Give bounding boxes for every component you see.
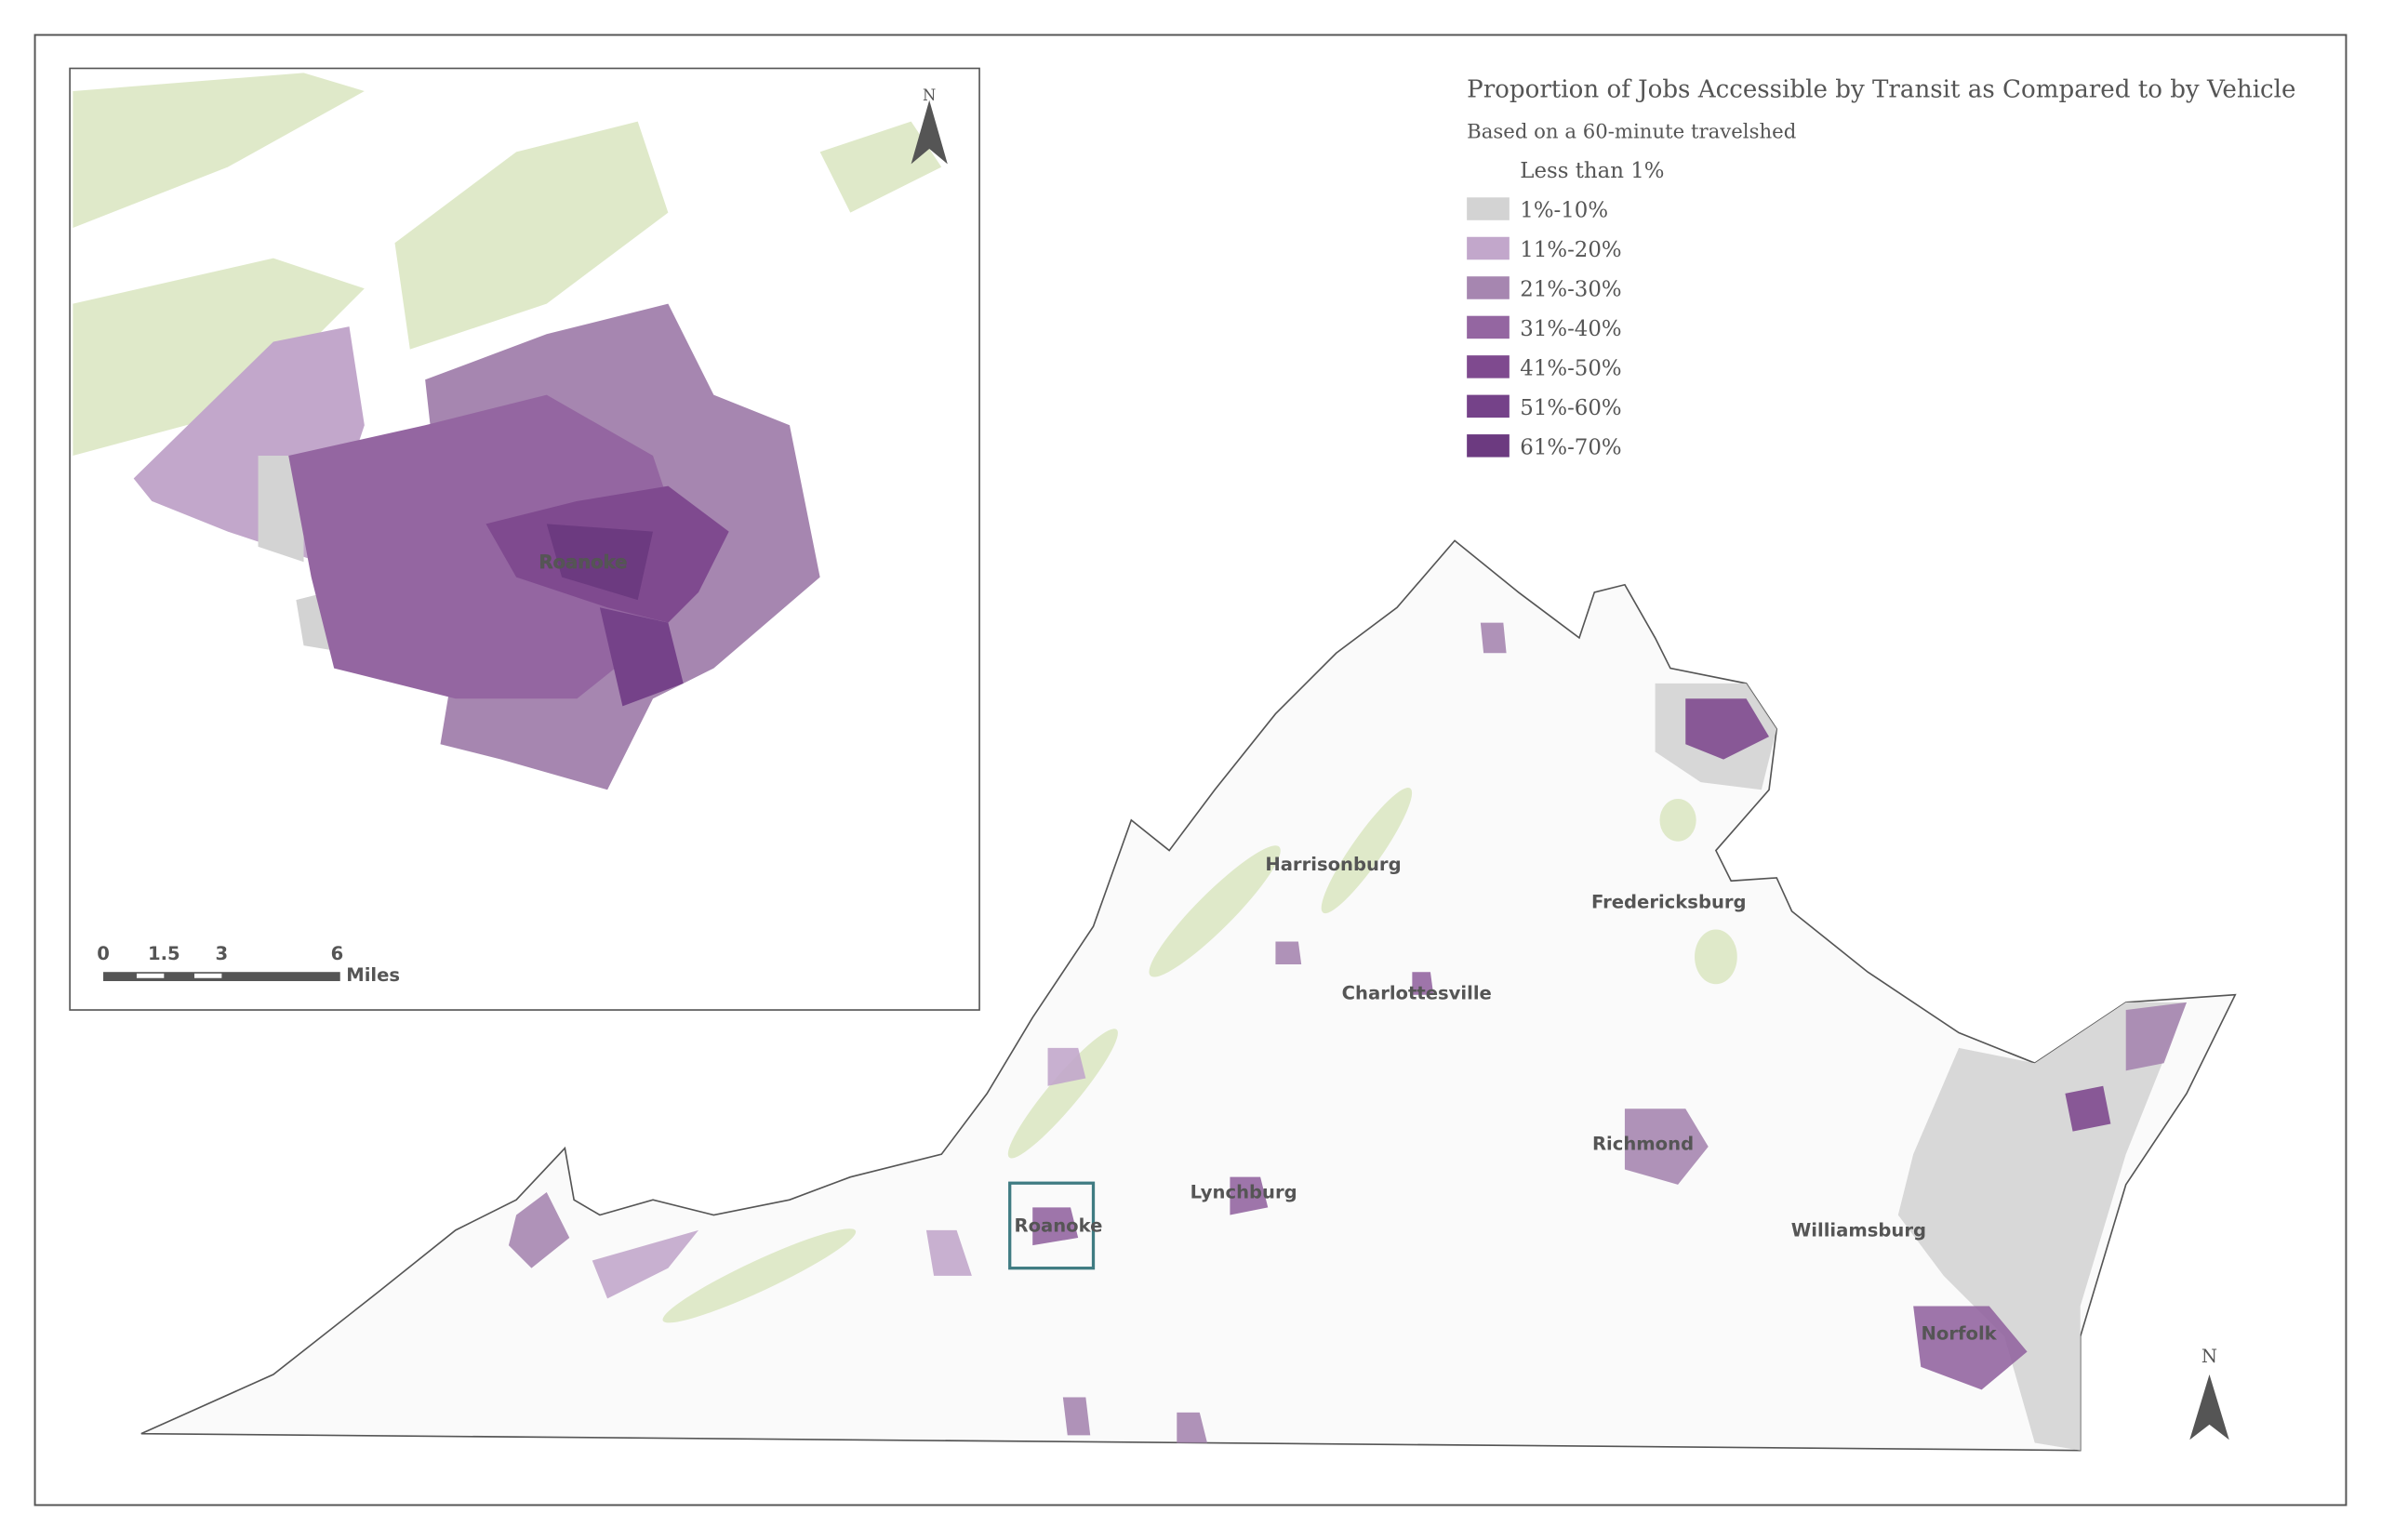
city-label: Roanoke (1015, 1215, 1103, 1236)
transit-area (1480, 622, 1507, 654)
transit-area (1177, 1412, 1207, 1443)
legend: Less than 1% 1%-10% 11%-20% 21%-30% 31%-40% 4… (1467, 159, 1664, 459)
legend-label: 61%-70% (1520, 435, 1621, 459)
legend-label: 31%-40% (1520, 317, 1621, 341)
city-labels: Harrisonburg Fredericksburg Charlottesvill… (1015, 854, 1998, 1345)
scale-label: 6 (331, 943, 344, 964)
legend-label: Less than 1% (1520, 159, 1664, 183)
legend-label: 51%-60% (1520, 396, 1621, 420)
inset-transit-area (546, 524, 654, 601)
bay-shading (1897, 1002, 2188, 1451)
city-label: Fredericksburg (1591, 892, 1747, 913)
inset-transit-area (288, 394, 684, 699)
inset-locator (1008, 1181, 1096, 1270)
city-label: Williamsburg (1791, 1219, 1926, 1241)
legend-swatch (1467, 434, 1510, 458)
subtitle: Based on a 60-minute travelshed (1467, 121, 1796, 144)
inset-transit-areas: Roanoke (133, 303, 820, 790)
legend-label: 41%-50% (1520, 356, 1621, 380)
title: Proportion of Jobs Accessible by Transit… (1467, 76, 2295, 104)
transit-area (1913, 1306, 2028, 1390)
city-label: Norfolk (1922, 1322, 1998, 1344)
legend-label: 1%-10% (1520, 199, 1608, 223)
transit-area (1624, 1109, 1709, 1185)
scale-label: 3 (216, 943, 229, 964)
transit-area (1062, 1397, 1091, 1436)
legend-swatch (1467, 236, 1510, 260)
legend-swatch (1467, 394, 1510, 418)
green-areas (662, 788, 1737, 1323)
map-frame (33, 33, 2348, 1507)
transit-area (1032, 1207, 1079, 1246)
scale-label: 0 (97, 943, 110, 964)
inset-transit-area (258, 455, 304, 563)
scale-label: 1.5 (148, 943, 180, 964)
transit-area (1685, 698, 1770, 760)
city-label: Charlottesville (1342, 983, 1492, 1004)
scale-unit: Miles (346, 964, 400, 986)
city-label: Richmond (1592, 1133, 1694, 1154)
transit-areas (508, 622, 2188, 1443)
transit-area (1412, 972, 1434, 995)
transit-area (925, 1229, 972, 1276)
legend-label: 11%-20% (1520, 238, 1621, 262)
north-arrow (2189, 1374, 2229, 1440)
transit-area (2065, 1085, 2111, 1132)
transit-area (2125, 1002, 2188, 1071)
legend-label: 21%-30% (1520, 277, 1621, 301)
inset-transit-area (599, 607, 684, 707)
north-label: N (923, 86, 936, 104)
legend-swatch (1467, 355, 1510, 378)
transit-area (1275, 941, 1302, 965)
inset-city-label: Roanoke (539, 551, 627, 573)
inset-scale-bar (103, 972, 340, 982)
transit-area (508, 1192, 570, 1268)
north-arrow (911, 100, 948, 165)
legend-swatch (1467, 197, 1510, 220)
transit-area (592, 1229, 699, 1299)
transit-area (1230, 1176, 1269, 1215)
north-label: N (2201, 1346, 2217, 1367)
city-label: Lynchburg (1190, 1182, 1297, 1203)
legend-swatch (1467, 276, 1510, 299)
legend-swatch (1467, 315, 1510, 339)
inset-green (73, 73, 942, 456)
city-label: Harrisonburg (1265, 854, 1401, 875)
transit-area (1047, 1047, 1086, 1086)
